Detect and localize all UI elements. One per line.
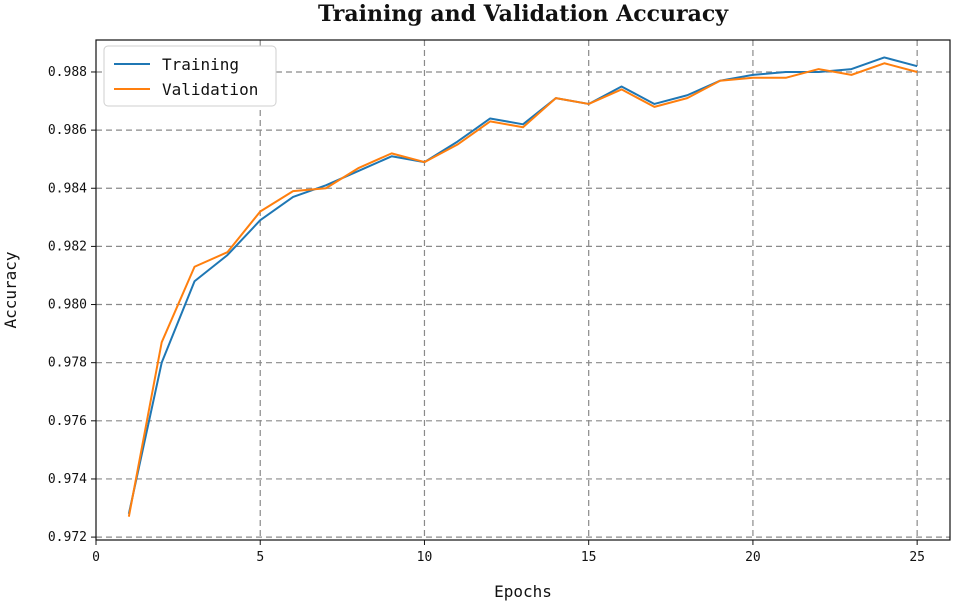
- series-line-validation: [127, 62, 918, 517]
- x-tick-label: 20: [745, 550, 761, 565]
- chart-title: Training and Validation Accuracy: [318, 1, 729, 27]
- legend-box: [103, 45, 277, 107]
- x-tick-label: 5: [256, 550, 264, 565]
- axis-ticks: 0.972 0.974 0.976 0.978 0.980 0.982 0.984 0.986…: [48, 65, 925, 565]
- x-tick-label: 15: [581, 550, 597, 565]
- y-tick-label: 0.976: [48, 414, 87, 429]
- legend-label-validation: Validation: [162, 80, 258, 99]
- y-tick-label: 0.982: [48, 239, 87, 254]
- y-tick-label: 0.974: [48, 472, 87, 487]
- legend: Training Validation: [103, 45, 277, 107]
- y-axis-label: Accuracy: [1, 251, 20, 328]
- x-tick-label: 0: [92, 550, 100, 565]
- series-line-training: [127, 56, 918, 515]
- y-tick-label: 0.986: [48, 123, 87, 138]
- y-tick-label: 0.984: [48, 181, 87, 196]
- y-tick-label: 0.978: [48, 356, 87, 371]
- x-tick-label: 25: [909, 550, 925, 565]
- y-tick-label: 0.980: [48, 298, 87, 313]
- y-tick-label: 0.972: [48, 530, 87, 545]
- series-lines: [127, 56, 918, 517]
- x-axis-label: Epochs: [494, 582, 552, 601]
- grid: [96, 40, 950, 540]
- legend-label-training: Training: [162, 55, 239, 74]
- y-tick-label: 0.988: [48, 65, 87, 80]
- plot-frame: [95, 39, 951, 541]
- x-tick-label: 10: [417, 550, 433, 565]
